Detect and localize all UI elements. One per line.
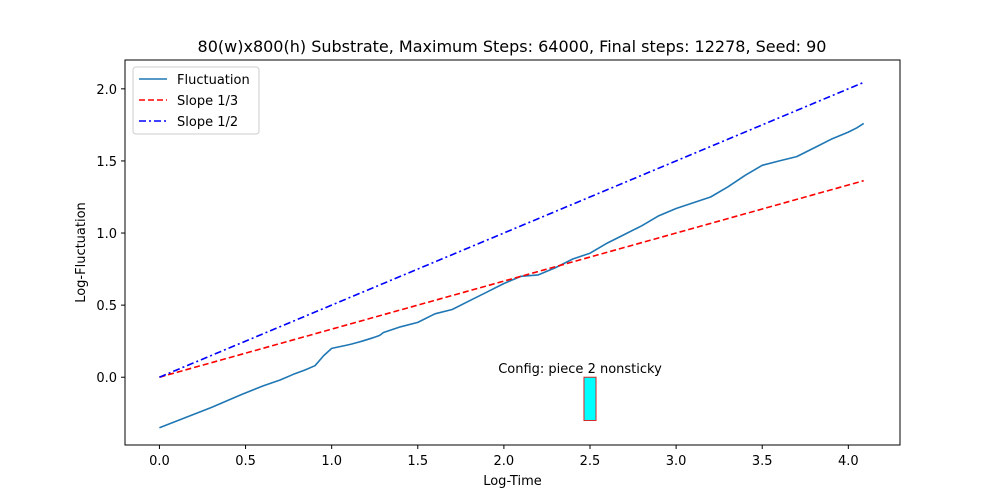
- config-annotation: Config: piece 2 nonsticky: [498, 362, 662, 377]
- x-tick-label: 0.0: [149, 454, 170, 469]
- legend-box: [132, 66, 260, 135]
- y-tick-label: 1.0: [96, 227, 117, 242]
- x-tick-label: 3.0: [666, 454, 687, 469]
- chart-title: 80(w)x800(h) Substrate, Maximum Steps: 6…: [198, 37, 827, 56]
- x-tick-label: 2.5: [580, 454, 601, 469]
- x-tick-label: 1.0: [321, 454, 342, 469]
- y-tick-label: 1.5: [96, 155, 117, 170]
- axes: 0.0 0.5 1.0 1.5 2.0 2.5 3.0 3.5 4.0 0.0 0.5 1.0 1.5 2…: [96, 83, 858, 469]
- series-line-slope-1-3: [159, 179, 864, 378]
- legend: Fluctuation Slope 1/3 Slope 1/2: [132, 66, 260, 135]
- y-tick-label: 0.0: [96, 371, 117, 386]
- series-line-fluctuation: [159, 122, 865, 429]
- x-tick-label: 3.5: [752, 454, 773, 469]
- x-axis-label: Log-Time: [483, 474, 542, 489]
- plot-area: Config: piece 2 nonsticky: [159, 81, 865, 429]
- config-marker-rect: [583, 376, 597, 421]
- series-line-slope-1-2: [159, 81, 865, 378]
- y-axis-label: Log-Fluctuation: [74, 202, 89, 303]
- y-tick-label: 2.0: [96, 83, 117, 98]
- x-tick-label: 2.0: [494, 454, 515, 469]
- legend-entry-label: Fluctuation: [177, 73, 250, 88]
- x-tick-label: 0.5: [235, 454, 256, 469]
- y-tick-label: 0.5: [96, 299, 117, 314]
- plot-frame: [124, 59, 901, 446]
- x-tick-label: 1.5: [407, 454, 428, 469]
- x-tick-label: 4.0: [838, 454, 859, 469]
- legend-entry-label: Slope 1/3: [177, 94, 238, 109]
- legend-entry-label: Slope 1/2: [177, 115, 238, 130]
